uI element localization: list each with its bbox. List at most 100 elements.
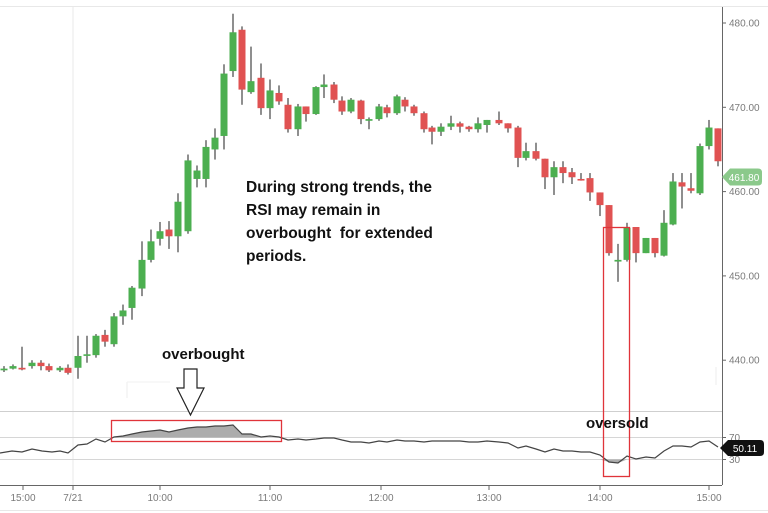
time-tick-label: 14:00 [587,493,612,504]
candle-up [119,310,127,317]
candle-down [651,237,659,254]
price-axis: 480.00 470.00 460.00 450.00 440.00 [722,19,760,367]
candle-up [266,90,274,109]
candle-down [275,92,283,102]
candle-down [165,229,173,237]
annotation-line-4: periods. [246,248,307,265]
candle-down [410,106,418,114]
candle-down [330,84,338,100]
oversold-highlight-box [602,226,631,478]
candle-up [393,96,401,114]
candle-down [338,100,346,112]
candle-up [522,151,530,158]
candle-down [357,100,365,120]
candle-up [83,354,91,356]
candle-up [642,237,650,254]
candle-up [550,167,558,178]
candle-up [28,362,36,367]
time-tick-label: 15:00 [10,493,35,504]
candle-down [605,205,613,254]
candle-down [514,127,522,158]
overbought-highlight-box [110,419,283,443]
time-tick-label: 10:00 [147,493,172,504]
rsi-axis: 70 30 [722,433,741,466]
candle-down [284,104,292,130]
candle-down [428,127,436,132]
candle-up [623,227,631,260]
candle-up [147,241,155,260]
time-tick-label: 13:00 [476,493,501,504]
candle-up [437,126,445,132]
candle-down [238,29,246,90]
rsi-tick-label: 70 [729,433,741,444]
oversold-label: oversold [586,415,649,432]
down-arrow-icon [176,368,205,417]
candle-down [420,113,428,130]
time-tick-label: 7/21 [63,493,83,504]
candle-up [74,355,82,368]
rsi-series [0,424,719,464]
candle-up [92,335,100,356]
annotation-line-3: overbought for extended [246,225,433,242]
candle-up [229,32,237,72]
candle-up [669,181,677,225]
candlestick-series [0,13,722,379]
candle-down [632,227,640,254]
time-tick-label: 12:00 [368,493,393,504]
candle-up [474,123,482,130]
price-tick-label: 440.00 [729,356,760,367]
candle-up [184,160,192,232]
candle-down [714,128,722,162]
candle-up [660,222,668,256]
annotation-text: During strong trends, the RSI may remain… [246,176,466,268]
candle-down [495,119,503,124]
candle-up [320,84,328,88]
current-price-label: 461.80 [729,173,760,184]
candle-up [211,137,219,150]
time-tick-label: 15:00 [696,493,721,504]
candle-down [678,182,686,187]
annotation-line-1: During strong trends, the [246,179,432,196]
candle-up [614,259,622,262]
candle-down [504,123,512,129]
candle-down [37,362,45,367]
annotation-line-2: RSI may remain in [246,202,381,219]
candle-up [202,146,210,179]
candle-down [568,172,576,178]
candle-up [247,81,255,93]
overbought-label: overbought [162,346,245,363]
candle-down [383,107,391,114]
candle-down [101,334,109,342]
current-rsi-label: 50.11 [733,444,758,455]
candle-up [696,146,704,194]
candle-up [447,123,455,127]
rsi-line [0,424,719,464]
candle-down [401,99,409,107]
current-price-marker: 461.80 [722,168,762,186]
candle-down [596,192,604,206]
candle-up [294,106,302,130]
candle-down [64,367,72,373]
candle-down [45,366,53,371]
price-tick-label: 470.00 [729,103,760,114]
rsi-overbought-fill [112,425,260,438]
time-tick-label: 11:00 [258,493,283,504]
candle-down [302,106,310,115]
price-tick-label: 460.00 [729,187,760,198]
candle-down [541,158,549,178]
candle-up [347,99,355,112]
time-axis: 15:00 7/21 10:00 11:00 12:00 13:00 14:00 15:00 [10,485,722,504]
candle-down [577,178,585,181]
candle-up [138,259,146,289]
price-tick-label: 480.00 [729,19,760,30]
candle-down [257,77,265,109]
candle-up [312,87,320,115]
candle-up [483,119,491,126]
candle-up [0,368,8,371]
candle-up [9,366,17,369]
candle-down [687,188,695,191]
candle-down [586,178,594,193]
candle-up [174,201,182,237]
candle-down [532,151,540,159]
